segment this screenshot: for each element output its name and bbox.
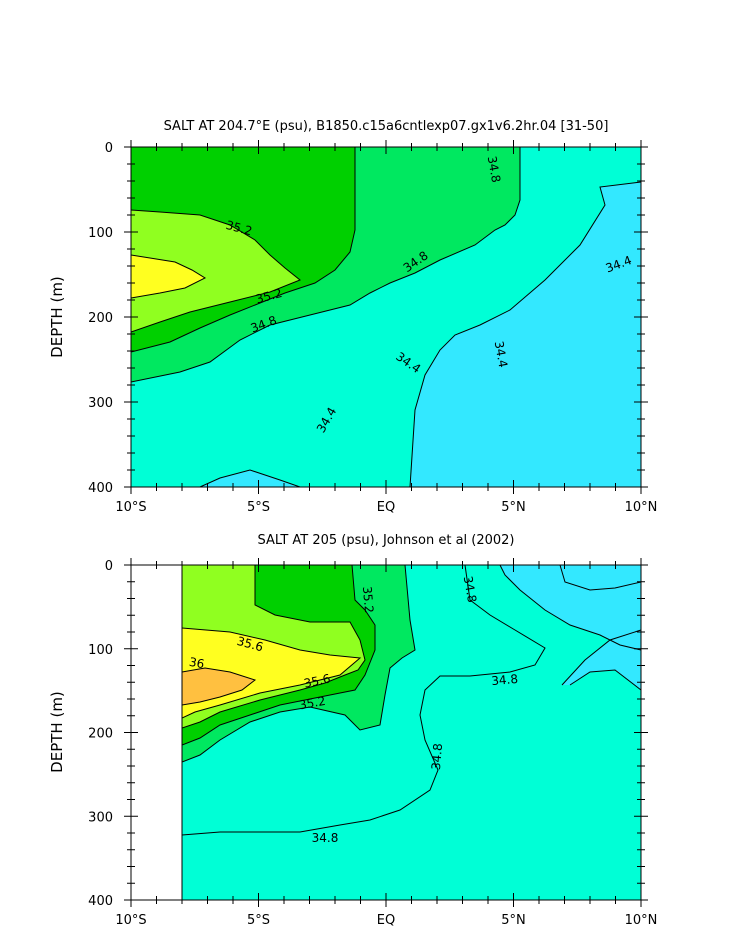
y-tick-label: 300 <box>88 396 113 411</box>
y-tick-label: 300 <box>88 810 113 825</box>
region-356-36 <box>131 210 300 332</box>
x-tick-label: 5°S <box>247 500 270 515</box>
panel-bottom-ticks: 10°S 5°S EQ 5°N 10°N 0 100 200 300 400 <box>88 558 657 928</box>
contour-label: 35.6 <box>235 634 264 654</box>
contour-label: 35.2 <box>254 286 283 306</box>
panel-top-field <box>131 147 641 487</box>
x-tick-label: 10°S <box>115 500 146 515</box>
contour-label: 35.2 <box>360 586 376 614</box>
y-tick-label: 200 <box>88 311 113 326</box>
panel-bottom: SALT AT 205 (psu), Johnson et al (2002) <box>48 533 657 928</box>
contour-label: 34.8 <box>461 575 479 604</box>
x-tick-label: 5°N <box>501 913 526 928</box>
x-tick-label: 10°N <box>625 500 658 515</box>
y-tick-label: 100 <box>88 226 113 241</box>
contour-label: 36 <box>188 655 205 671</box>
y-tick-label: 400 <box>88 481 113 496</box>
panel-bottom-ylabel: DEPTH (m) <box>48 691 66 773</box>
x-tick-label: 5°N <box>501 500 526 515</box>
panel-bottom-title: SALT AT 205 (psu), Johnson et al (2002) <box>257 533 514 548</box>
panel-top-title: SALT AT 204.7°E (psu), B1850.c15a6cntlex… <box>164 119 609 134</box>
y-tick-label: 0 <box>105 141 113 156</box>
x-tick-label: 10°N <box>625 913 658 928</box>
panel-top: SALT AT 204.7°E (psu), B1850.c15a6cntlex… <box>48 119 657 515</box>
panel-bottom-field <box>182 565 641 900</box>
contour-label: 35.2 <box>224 218 253 238</box>
panel-top-ticks: 10°S 5°S EQ 5°N 10°N 0 100 200 300 400 <box>88 140 657 515</box>
contour-label: 34.4 <box>492 340 510 369</box>
x-tick-label: EQ <box>377 500 395 515</box>
y-tick-label: 400 <box>88 894 113 909</box>
y-tick-label: 100 <box>88 643 113 658</box>
y-tick-label: 0 <box>105 559 113 574</box>
region-36-364 <box>182 628 360 718</box>
contour-lines-bottom <box>182 565 641 836</box>
region-lt-344 <box>500 565 641 650</box>
contour-label: 34.8 <box>312 831 339 845</box>
panel-top-ylabel: DEPTH (m) <box>48 276 66 358</box>
contour-label: 34.8 <box>491 672 519 688</box>
contour-lines-top <box>131 147 641 487</box>
contour-label: 34.8 <box>429 743 445 771</box>
region-gt-364 <box>182 668 255 705</box>
x-tick-label: 10°S <box>115 913 146 928</box>
y-tick-label: 200 <box>88 727 113 742</box>
contour-label: 34.8 <box>485 155 503 184</box>
contour-label: 35.6 <box>303 671 332 690</box>
contour-label: 35.2 <box>298 694 327 712</box>
x-tick-label: EQ <box>377 913 395 928</box>
x-tick-label: 5°S <box>247 913 270 928</box>
